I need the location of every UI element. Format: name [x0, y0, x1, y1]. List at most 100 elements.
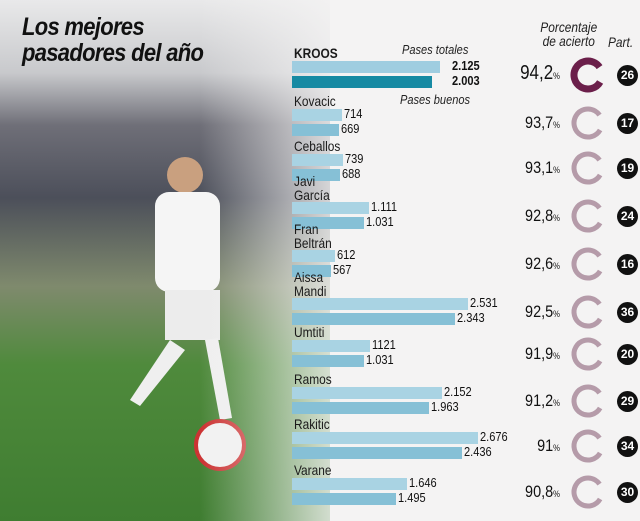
value-total: 612	[336, 247, 356, 262]
player-name-line-1: KROOS	[294, 45, 338, 61]
bar-good	[292, 313, 456, 325]
accuracy-value: 92,8	[525, 206, 554, 225]
matches-badge: 17	[617, 113, 638, 134]
accuracy-value: 92,5	[525, 302, 554, 321]
player-name: Javi García	[294, 174, 330, 202]
bar-good	[292, 402, 429, 414]
accuracy-percent: 93,1%	[501, 158, 560, 178]
accuracy-percent: 92,6%	[501, 254, 560, 274]
matches-badge: 30	[617, 482, 638, 503]
matches-badge: 36	[617, 302, 638, 323]
player-name-line-1: Fran	[294, 221, 319, 237]
value-good: 669	[340, 121, 360, 136]
pct-header-line-2: de acierto	[542, 33, 595, 49]
matches-badge: 26	[617, 65, 638, 86]
bar-total	[292, 154, 344, 166]
accuracy-value: 93,7	[525, 113, 554, 132]
bar-good	[292, 447, 462, 459]
bar-good	[292, 76, 432, 88]
bar-total	[292, 109, 342, 121]
percent-unit: %	[553, 443, 560, 453]
bar-good	[292, 493, 397, 505]
pct-header: Porcentaje de acierto	[539, 20, 599, 48]
accuracy-percent: 92,8%	[501, 206, 560, 226]
bar-total	[292, 298, 469, 310]
accuracy-percent: 90,8%	[501, 482, 560, 502]
value-total: 2.125	[452, 58, 480, 73]
accuracy-arc	[571, 475, 605, 509]
accuracy-arc	[571, 384, 605, 418]
bar-total	[292, 387, 442, 399]
accuracy-ring	[571, 295, 605, 329]
accuracy-value: 91,2	[525, 391, 554, 410]
bar-total	[292, 61, 440, 73]
player-name-line-1: Umtiti	[294, 324, 325, 340]
bar-good	[292, 265, 332, 277]
player-name: Ceballos	[294, 139, 340, 153]
bar-good	[292, 169, 340, 181]
accuracy-percent: 92,5%	[501, 302, 560, 322]
accuracy-ring	[571, 199, 605, 233]
accuracy-ring	[571, 106, 605, 140]
accuracy-ring	[570, 57, 606, 93]
bar-total	[292, 250, 335, 262]
player-name: Kovacic	[294, 94, 336, 108]
percent-unit: %	[553, 398, 560, 408]
accuracy-arc	[571, 337, 605, 371]
percent-unit: %	[553, 351, 560, 361]
accuracy-ring	[571, 151, 605, 185]
player-name: Aissa Mandi	[294, 270, 326, 298]
accuracy-value: 91	[537, 436, 554, 455]
accuracy-percent: 93,7%	[501, 113, 560, 133]
accuracy-percent: 91,2%	[501, 391, 560, 411]
accuracy-ring	[571, 384, 605, 418]
player-name-line-1: Ceballos	[294, 138, 341, 154]
player-name-line-2: Beltrán	[294, 235, 332, 251]
bar-total	[292, 432, 479, 444]
accuracy-ring	[571, 337, 605, 371]
bar-good	[292, 124, 339, 136]
accuracy-ring	[571, 475, 605, 509]
pct-header-line-1: Porcentaje	[540, 19, 598, 35]
value-good: 567	[333, 262, 352, 277]
title-line-1: Los mejores	[22, 13, 145, 41]
value-total: 1.646	[408, 475, 437, 490]
bar-good	[292, 217, 364, 229]
value-good: 688	[341, 166, 361, 181]
value-total: 714	[343, 106, 363, 121]
player-name-line-1: Aissa	[294, 269, 324, 285]
matches-badge: 29	[617, 391, 638, 412]
value-good: 1.031	[365, 214, 394, 229]
player-name: Umtiti	[294, 325, 324, 339]
value-good: 1.495	[398, 490, 426, 505]
accuracy-percent: 91%	[501, 436, 560, 456]
accuracy-arc	[571, 199, 605, 233]
value-good: 1.963	[430, 399, 459, 414]
legend-total: Pases totales	[402, 42, 469, 57]
accuracy-value: 93,1	[525, 158, 554, 177]
accuracy-arc	[571, 429, 605, 463]
accuracy-arc	[571, 295, 605, 329]
legend-good: Pases buenos	[400, 92, 471, 107]
value-total: 739	[345, 151, 364, 166]
player-name-line-1: Varane	[294, 462, 332, 478]
accuracy-arc	[571, 106, 605, 140]
percent-unit: %	[553, 71, 560, 81]
bar-total	[292, 202, 370, 214]
value-total: 2.152	[443, 384, 472, 399]
accuracy-value: 94,2	[520, 62, 554, 84]
player-name-line-2: García	[294, 187, 330, 203]
percent-unit: %	[553, 120, 560, 130]
matches-header: Part.	[608, 34, 634, 50]
bar-total	[292, 340, 371, 352]
percent-unit: %	[553, 165, 560, 175]
player-name-line-1: Ramos	[294, 371, 332, 387]
accuracy-ring	[571, 429, 605, 463]
player-name: Rakitic	[294, 417, 330, 431]
accuracy-value: 91,9	[525, 344, 554, 363]
accuracy-percent: 91,9%	[501, 344, 560, 364]
accuracy-arc	[571, 247, 605, 281]
player-name-line-1: Rakitic	[294, 416, 330, 432]
page-title: Los mejores pasadores del año	[22, 13, 204, 66]
accuracy-arc	[571, 151, 605, 185]
